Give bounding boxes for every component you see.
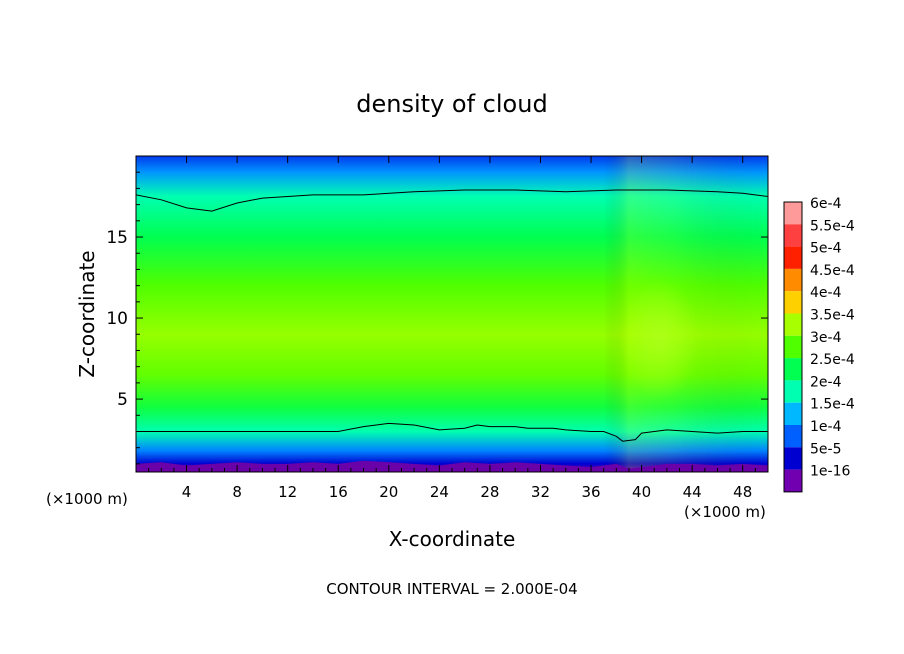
low-density-band [136, 460, 768, 472]
colorbar-label: 1e-16 [810, 464, 850, 480]
y-axis-label: Z-coordinate [75, 250, 99, 377]
colorbar-cell [784, 268, 802, 292]
colorbar-cell [784, 313, 802, 336]
colorbar-label: 5.5e-4 [810, 218, 855, 234]
y-tick-label: 10 [106, 309, 128, 329]
plot-area [136, 156, 768, 472]
x-tick-label: 16 [329, 483, 348, 501]
y-axis: 5 10 15 [106, 171, 768, 465]
colorbar-cell [784, 380, 802, 403]
colorbar-label: 3e-4 [810, 330, 842, 346]
colorbar-label: 1.5e-4 [810, 397, 855, 413]
x-unit-right: (×1000 m) [684, 503, 766, 521]
colorbar-label: 5e-5 [810, 441, 841, 457]
colorbar-cell [784, 202, 802, 225]
colorbar-cell [784, 469, 802, 492]
contour-line-lower [136, 422, 768, 442]
colorbar-cell [784, 291, 802, 314]
x-tick-label: 44 [683, 483, 702, 501]
colorbar-label: 4.5e-4 [810, 263, 855, 279]
chart-title: density of cloud [356, 90, 547, 118]
x-tick-label: 32 [531, 483, 550, 501]
colorbar-cell [784, 358, 802, 381]
colorbar-cell [784, 246, 802, 269]
colorbar: 6e-4 5.5e-4 5e-4 4.5e-4 4e-4 3.5e-4 3e-4 2.5e-4… [783, 196, 855, 493]
colorbar-label: 5e-4 [810, 241, 842, 257]
colorbar-cell [784, 447, 802, 470]
contour-line-upper [136, 189, 768, 212]
colorbar-label: 2.5e-4 [810, 352, 855, 368]
x-axis: 4 8 12 16 20 24 28 32 36 40 44 48 [148, 156, 756, 501]
y-tick-label: 15 [106, 228, 128, 248]
x-tick-label: 8 [232, 483, 242, 501]
x-tick-label: 4 [182, 483, 192, 501]
colorbar-label: 2e-4 [810, 374, 842, 390]
x-tick-label: 48 [733, 483, 752, 501]
contour-interval-note: CONTOUR INTERVAL = 2.000E-04 [326, 580, 577, 598]
density-plume [620, 280, 700, 400]
x-tick-label: 36 [581, 483, 600, 501]
colorbar-label: 4e-4 [810, 285, 842, 301]
colorbar-cell [784, 224, 802, 247]
colorbar-frame [783, 201, 803, 493]
y-tick-label: 5 [117, 390, 128, 410]
x-tick-label: 40 [632, 483, 651, 501]
colorbar-cell [784, 425, 802, 448]
colorbar-label: 6e-4 [810, 196, 842, 212]
colorbar-cell [784, 335, 802, 359]
colorbar-label: 3.5e-4 [810, 308, 855, 324]
x-tick-label: 24 [430, 483, 449, 501]
x-tick-label: 12 [278, 483, 297, 501]
colorbar-label: 1e-4 [810, 419, 842, 435]
x-tick-label: 20 [379, 483, 398, 501]
x-unit-left: (×1000 m) [46, 490, 128, 508]
x-axis-label: X-coordinate [389, 527, 516, 551]
colorbar-cell [784, 402, 802, 425]
x-tick-label: 28 [480, 483, 499, 501]
